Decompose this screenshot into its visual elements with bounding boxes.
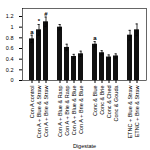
svg-text:*: * — [38, 18, 41, 24]
svg-text:Con A + Blue & Blue: Con A + Blue & Blue — [71, 86, 77, 136]
svg-text:1.2: 1.2 — [6, 13, 14, 19]
svg-text:#: # — [44, 11, 48, 17]
svg-text:0.8: 0.8 — [6, 35, 14, 41]
svg-text:Conc & Gouda: Conc & Gouda — [113, 85, 119, 122]
svg-text:Conc & Brie: Conc & Brie — [99, 86, 105, 115]
svg-text:Con A + Blue & Straw: Con A + Blue & Straw — [36, 85, 42, 138]
svg-text:0.4: 0.4 — [6, 56, 14, 62]
svg-text:a: a — [30, 29, 34, 35]
svg-text:Conc & Ched: Conc & Ched — [106, 86, 112, 119]
svg-text:ETNC + Brie & Straw: ETNC + Brie & Straw — [134, 85, 140, 137]
svg-text:0.6: 0.6 — [6, 45, 14, 51]
svg-text:ETNC + Blue & Straw: ETNC + Blue & Straw — [127, 85, 133, 138]
svg-text:Digestate: Digestate — [73, 143, 96, 149]
svg-text:0.2: 0.2 — [6, 67, 14, 73]
svg-text:Con A + Blue & Rasp: Con A + Blue & Rasp — [57, 86, 63, 138]
svg-text:Con A + Brie & Blue: Con A + Brie & Blue — [78, 86, 84, 134]
svg-text:Con A + Brie & Straw: Con A + Brie & Straw — [43, 85, 49, 137]
svg-text:0: 0 — [10, 77, 13, 83]
svg-text:Con A + Brie & Rasp: Con A + Brie & Rasp — [64, 86, 70, 136]
svg-text:1: 1 — [10, 24, 13, 30]
svg-text:a: a — [93, 35, 97, 41]
svg-text:Con A control: Con A control — [29, 86, 35, 119]
svg-text:Conc & Blue: Conc & Blue — [92, 86, 98, 117]
